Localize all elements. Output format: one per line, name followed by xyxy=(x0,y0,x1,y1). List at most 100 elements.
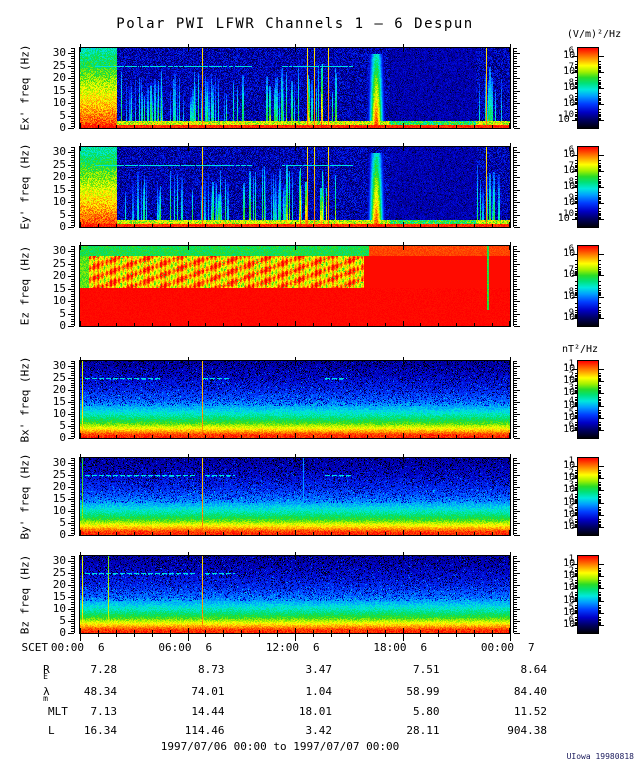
ephemeris-value: 16.34 xyxy=(83,724,117,737)
ephemeris-value: 84.40 xyxy=(513,685,547,698)
freq-tick-label: 10 xyxy=(52,294,66,307)
freq-tick-label: 30 xyxy=(52,358,66,372)
freq-tick-label: 30 xyxy=(52,46,66,59)
freq-tick-label: 25 xyxy=(52,565,66,579)
freq-tick-label: 0 xyxy=(59,528,66,541)
colorbar-tick-label: 10 -9 xyxy=(563,308,576,323)
colorbar-tick-label: 10 -1 xyxy=(563,554,576,569)
colorbar-tick-label: 10 -8 xyxy=(563,177,576,192)
ephemeris-value: 7.51 xyxy=(413,663,440,676)
freq-tick-label: 15 xyxy=(52,83,66,97)
day-of-month-label: 6 xyxy=(205,641,213,654)
freq-tick-label: 15 xyxy=(52,491,66,505)
colorbar-tick-label: 10 -6 xyxy=(563,517,576,532)
time-tick-label: 12:00 xyxy=(265,641,299,654)
spectrogram-by xyxy=(79,457,511,536)
ephemeris-value: 28.11 xyxy=(406,724,440,737)
spectrogram-bx xyxy=(79,360,511,439)
freq-tick-label: 25 xyxy=(52,256,66,270)
ephemeris-value: 48.34 xyxy=(83,685,117,698)
colorbar-tick-label: 10 -1 xyxy=(563,359,576,374)
y-axis-label-ez: Ez freq (Hz) xyxy=(18,245,32,326)
colorbar-tick-label: 10 -7 xyxy=(563,62,576,77)
colorbar-tick-label: 10 -10 xyxy=(557,110,574,125)
freq-tick-label: 0 xyxy=(59,121,66,134)
freq-tick-label: 0 xyxy=(59,220,66,233)
freq-tick-label: 20 xyxy=(52,269,66,282)
colorbar-tick-label: 10 -8 xyxy=(563,286,576,302)
freq-tick-label: 20 xyxy=(52,71,66,84)
freq-tick-label: 5 xyxy=(59,207,66,221)
colorbar-tick-label: 10 -6 xyxy=(563,615,576,630)
spectrogram-ez xyxy=(79,245,511,327)
freq-tick-label: 15 xyxy=(52,182,66,196)
ephemeris-value: 114.46 xyxy=(184,724,225,737)
time-range-caption: 1997/07/06 00:00 to 1997/07/07 00:00 xyxy=(160,740,400,753)
freq-tick-label: 0 xyxy=(59,431,66,444)
day-of-month-label: 6 xyxy=(98,641,105,654)
freq-tick-label: 0 xyxy=(59,626,66,639)
colorbar-tick-label: 10 -6 xyxy=(563,244,576,259)
freq-tick-label: 15 xyxy=(52,589,66,603)
ephemeris-value: 8.73 xyxy=(198,663,225,676)
ephemeris-value: 7.28 xyxy=(90,663,118,676)
ephemeris-value: 58.99 xyxy=(406,685,440,698)
freq-tick-label: 10 xyxy=(52,601,66,615)
colorbar-tick-label: 10 -7 xyxy=(563,161,576,176)
colorbar-tick-label: 10 -10 xyxy=(557,209,574,224)
day-of-month-label: 6 xyxy=(313,641,320,654)
colorbar-tick-label: 10 -6 xyxy=(563,145,576,160)
freq-tick-label: 0 xyxy=(59,319,66,332)
freq-tick-label: 15 xyxy=(52,281,66,295)
colorbar-ey xyxy=(577,146,599,228)
colorbar-tick-label: 10 -2 xyxy=(563,468,576,484)
colorbar-tick-label: 10 -5 xyxy=(563,504,576,520)
freq-tick-label: 5 xyxy=(59,108,66,122)
freq-tick-label: 10 xyxy=(52,406,66,420)
freq-tick-label: 10 xyxy=(52,96,66,109)
ephemeris-value: 18.01 xyxy=(298,705,332,718)
colorbar-tick-label: 10 -8 xyxy=(563,78,576,93)
colorbar-bz xyxy=(577,555,599,634)
colorbar-bx xyxy=(577,360,599,439)
time-tick-label: 00:00 xyxy=(480,641,514,654)
colorbar-tick-label: 10 -6 xyxy=(563,420,576,435)
y-axis-label-bz: Bz freq (Hz) xyxy=(18,554,32,634)
colorbar-tick-label: 10 -4 xyxy=(563,492,576,508)
colorbar-tick-label: 10 -2 xyxy=(563,566,576,582)
freq-tick-label: 25 xyxy=(52,157,66,171)
ephemeris-value: 5.80 xyxy=(413,705,440,718)
colorbar-by xyxy=(577,457,599,536)
day-of-month-label: 6 xyxy=(420,641,428,654)
day-of-month-label: 7 xyxy=(528,641,535,654)
time-tick-label: 06:00 xyxy=(158,641,192,654)
colorbar-tick-label: 10 -2 xyxy=(563,371,576,387)
freq-tick-label: 20 xyxy=(52,170,66,183)
ephemeris-value: 11.52 xyxy=(513,705,547,718)
colorbar-tick-label: 10 -4 xyxy=(563,590,576,606)
freq-tick-label: 30 xyxy=(52,244,66,257)
colorbar-tick-label: 10 -3 xyxy=(563,383,576,399)
freq-tick-label: 25 xyxy=(52,370,66,384)
time-axis-label: SCET xyxy=(21,641,49,654)
time-tick-label: 18:00 xyxy=(373,641,407,654)
colorbar-tick-label: 10 -4 xyxy=(563,395,576,411)
freq-tick-label: 20 xyxy=(52,479,66,493)
colorbar-tick-label: 10 -3 xyxy=(563,480,576,496)
colorbar-tick-label: 10 -5 xyxy=(563,602,576,618)
freq-tick-label: 30 xyxy=(52,145,66,158)
ephemeris-value: 3.42 xyxy=(305,724,333,737)
ephemeris-value: 904.38 xyxy=(507,724,547,737)
ephemeris-value: 14.44 xyxy=(191,705,225,718)
freq-tick-label: 25 xyxy=(52,58,66,72)
freq-tick-label: 15 xyxy=(52,394,66,408)
freq-tick-label: 5 xyxy=(59,515,66,529)
colorbar-tick-label: 10 -9 xyxy=(563,94,576,109)
freq-tick-label: 30 xyxy=(52,455,66,469)
colorbar-tick-label: 10 -7 xyxy=(563,265,576,281)
ephemeris-value: 3.47 xyxy=(305,663,333,676)
freq-tick-label: 30 xyxy=(52,553,66,567)
colorbar-ex xyxy=(577,47,599,129)
